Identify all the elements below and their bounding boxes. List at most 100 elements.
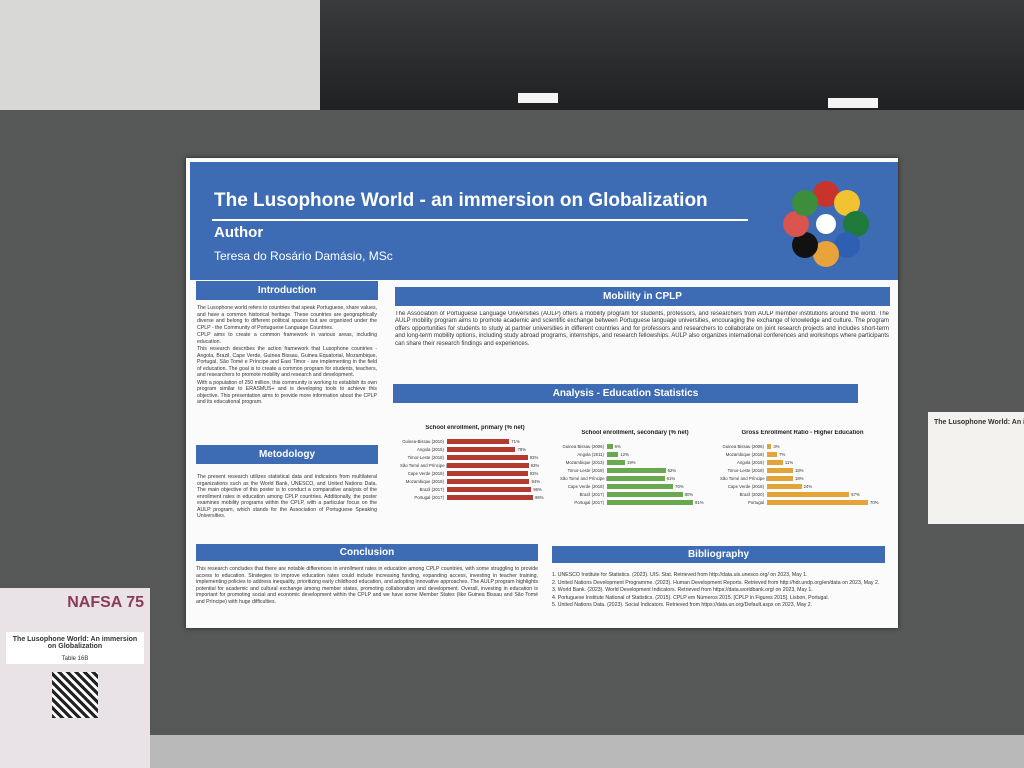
bar-row: Mozambique (2018) 94% <box>400 477 550 485</box>
category-label: Mozambique (2018) <box>405 478 444 484</box>
metodology-text: The present research utilizes statistica… <box>197 474 377 534</box>
section-heading: Bibliography <box>552 546 885 563</box>
bar <box>607 475 665 481</box>
card-title: The Lusophone World: An immersion on Glo… <box>6 632 144 654</box>
bar <box>607 483 674 489</box>
bar-row: Cape Verde (2018) 70% <box>560 482 710 490</box>
value-label: 92% <box>529 470 539 476</box>
wall <box>0 0 320 110</box>
bar <box>447 486 532 492</box>
paragraph: 4. Portuguese Institute National of Stat… <box>552 594 829 601</box>
side-card-title: The Lusophone World: An immersion on Glo… <box>934 419 1024 426</box>
bar <box>767 451 778 457</box>
introduction-text: The Lusophone world refers to countries … <box>197 305 377 435</box>
flags-logo <box>783 181 869 267</box>
value-label: 11% <box>784 459 794 465</box>
bar-row: São Tomé and Príncipe (2017) 93% <box>400 461 550 469</box>
bar-row: Angola (2015) 11% <box>720 458 885 466</box>
value-label: 18% <box>794 475 804 481</box>
category-label: Brazil (2017) <box>579 491 604 497</box>
category-label: São Tomé and Príncipe (2017) <box>560 475 607 481</box>
chart: Gross Enrollment Ratio - Higher Educatio… <box>720 430 885 520</box>
chart-title: School enrollment, primary (% net) <box>425 425 525 431</box>
bar <box>767 475 793 481</box>
value-label: 98% <box>535 494 544 500</box>
category-label: Timor-Leste (2018) <box>407 454 444 460</box>
conclusion-text: This research concludes that there are n… <box>196 566 538 618</box>
table-card: NAFSA 75 The Lusophone World: An immersi… <box>0 588 150 768</box>
paragraph: The Lusophone world refers to countries … <box>197 305 377 331</box>
paragraph: 1. UNESCO Institute for Statistics. (202… <box>552 572 808 578</box>
bar-row: Portugal 70% <box>720 498 885 506</box>
category-label: Brazil (2017) <box>419 486 444 492</box>
author-name: Teresa do Rosário Damásio, MSc <box>214 249 393 263</box>
category-label: Cape Verde (2018) <box>407 470 444 476</box>
section-heading: Introduction <box>196 281 378 300</box>
bar <box>767 443 772 449</box>
value-label: 19% <box>626 459 636 465</box>
bar-row: Timor-Leste (2018) 62% <box>560 466 710 474</box>
paragraph: This research describes the action frame… <box>197 346 377 378</box>
category-label: Timor-Leste (2018) <box>567 467 604 473</box>
bar-row: Timor-Leste (2018) 18% <box>720 466 885 474</box>
value-label: 96% <box>533 486 542 492</box>
title-rule <box>212 219 748 221</box>
qr-code <box>52 672 98 718</box>
paragraph: CPLP aims to create a common framework i… <box>197 332 377 345</box>
value-label: 3% <box>773 443 780 449</box>
bar-row: Brazil (2020) 57% <box>720 490 885 498</box>
bar <box>767 467 793 473</box>
paragraph: 2. United Nations Development Programme.… <box>552 579 880 586</box>
bar <box>607 459 625 465</box>
bar <box>607 467 666 473</box>
card-table: Table 16B <box>6 654 144 664</box>
bar-row: Timor-Leste (2018) 92% <box>400 453 550 461</box>
category-label: Cape Verde (2018) <box>727 483 764 489</box>
bar-row: Brazil (2017) 80% <box>560 490 710 498</box>
paragraph: 3. World Bank. (2023). World Development… <box>552 587 813 593</box>
bar-row: Cape Verde (2018) 92% <box>400 469 550 477</box>
section-heading: Conclusion <box>196 544 538 561</box>
bar-row: Guinea Bissau (2006) 6% <box>560 442 710 450</box>
value-label: 7% <box>779 451 786 457</box>
category-label: São Tomé and Príncipe (2017) <box>400 462 447 468</box>
bar-row: Mozambique (2013) 19% <box>560 458 710 466</box>
section-heading: Metodology <box>196 445 378 464</box>
value-label: 71% <box>511 438 520 444</box>
section-heading: Analysis - Education Statistics <box>393 384 858 403</box>
category-label: Cape Verde (2018) <box>567 483 604 489</box>
value-label: 57% <box>851 491 860 497</box>
ceiling-light <box>828 98 878 108</box>
category-label: Guinea-Bissau (2010) <box>402 438 444 444</box>
category-label: Mozambique (2013) <box>565 459 604 465</box>
bar-row: Angola (2015) 78% <box>400 445 550 453</box>
category-label: Angola (2011) <box>577 451 604 457</box>
bar-row: Cape Verde (2018) 24% <box>720 482 885 490</box>
bibliography-text: 1. UNESCO Institute for Statistics. (202… <box>552 572 885 616</box>
mobility-text: The Association of Portuguese Language U… <box>395 311 889 369</box>
paragraph: 5. United Nations Data. (2023). Social I… <box>552 602 813 608</box>
bar <box>767 483 802 489</box>
value-label: 12% <box>620 451 629 457</box>
bar <box>607 451 619 457</box>
category-label: Angola (2015) <box>737 459 764 465</box>
bar <box>607 491 683 497</box>
poster-title: The Lusophone World - an immersion on Gl… <box>214 190 708 211</box>
bar-row: Brazil (2017) 96% <box>400 485 550 493</box>
value-label: 78% <box>517 446 527 452</box>
bar <box>447 478 530 484</box>
bar-row: Guinea Bissau (2006) 3% <box>720 442 885 450</box>
category-label: Angola (2015) <box>417 446 444 452</box>
value-label: 93% <box>530 462 540 468</box>
bar <box>607 499 693 505</box>
value-label: 70% <box>870 499 879 505</box>
value-label: 70% <box>675 483 684 489</box>
paragraph: The Association of Portuguese Language U… <box>395 311 889 347</box>
category-label: São Tomé and Príncipe (2015) <box>720 475 767 481</box>
category-label: Brazil (2020) <box>739 491 764 497</box>
category-label: Portugal <box>747 499 764 505</box>
value-label: 18% <box>794 467 804 473</box>
value-label: 80% <box>684 491 694 497</box>
category-label: Mozambique (2018) <box>725 451 764 457</box>
